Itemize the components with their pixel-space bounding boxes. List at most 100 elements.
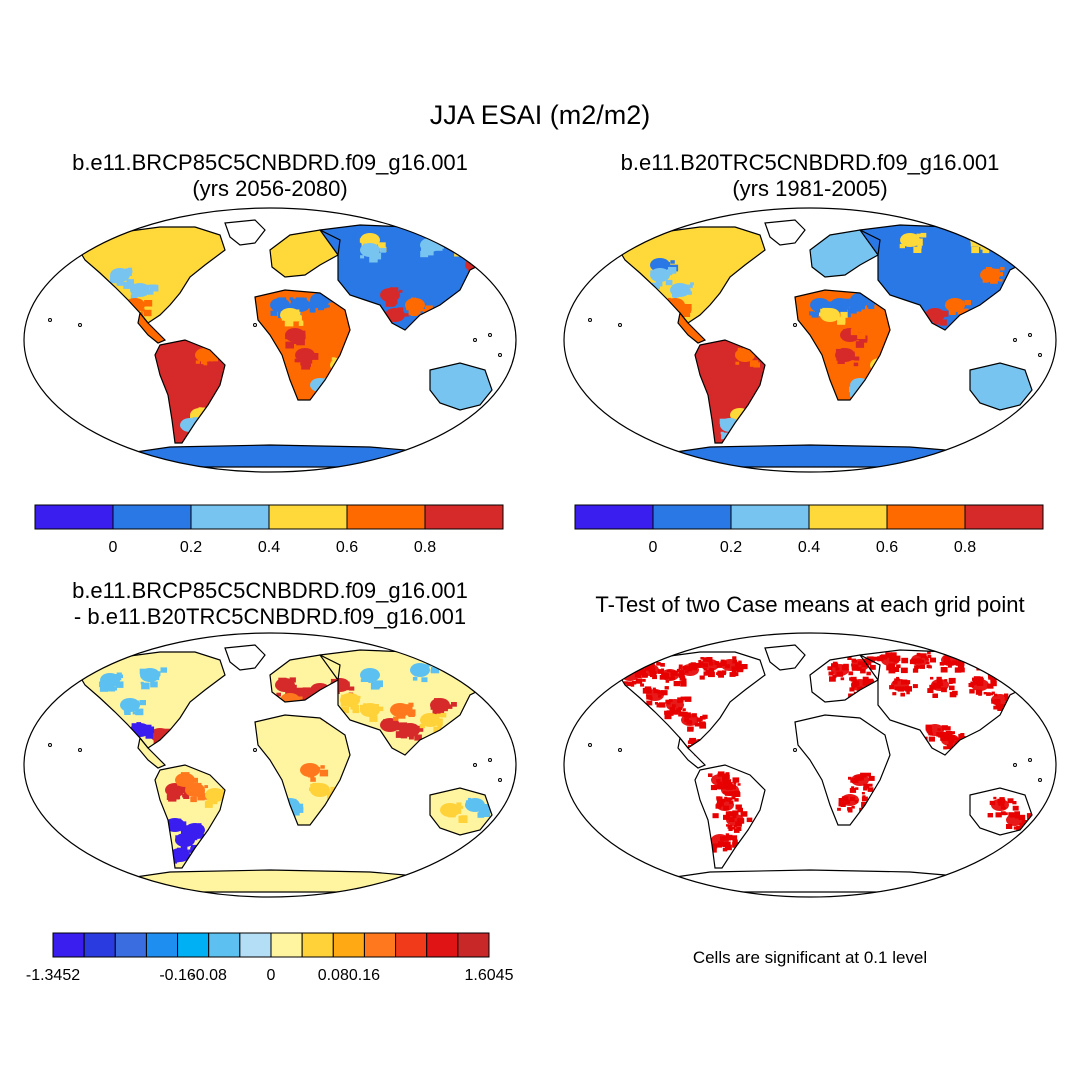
region-greenland bbox=[225, 220, 265, 245]
coastline-africa bbox=[254, 714, 351, 826]
colorbar-box bbox=[268, 504, 348, 530]
region-antarctica bbox=[90, 445, 450, 467]
colorbar-historical: 0 0.2 0.4 0.6 0.8 bbox=[574, 504, 1044, 556]
coastline-north-america bbox=[614, 226, 766, 324]
colorbar-box bbox=[395, 932, 428, 958]
colorbar-tick-label: 0.4 bbox=[798, 539, 820, 556]
panel-title-historical-line1: b.e11.B20TRC5CNBDRD.f09_g16.001 bbox=[620, 150, 1000, 175]
colorbar-tick-label: 0 bbox=[267, 967, 276, 984]
map-border bbox=[23, 632, 517, 898]
coastline-australia bbox=[429, 787, 493, 836]
colorbar-tick-label: 0.08 bbox=[318, 967, 349, 984]
region-antarctica bbox=[630, 870, 990, 892]
coastline-north-america bbox=[74, 226, 226, 324]
region-asia bbox=[860, 650, 1030, 755]
panel-title-ttest: T-Test of two Case means at each grid po… bbox=[545, 592, 1075, 618]
panel-title-difference-line1: b.e11.BRCP85C5CNBDRD.f09_g16.001 bbox=[72, 578, 468, 603]
colorbar-box bbox=[270, 932, 303, 958]
panel-title-future-line2: (yrs 2056-2080) bbox=[192, 176, 348, 201]
coastline-south-america bbox=[694, 764, 766, 869]
colorbar-tick-label: 0.6 bbox=[336, 539, 358, 556]
coastline-australia bbox=[969, 787, 1033, 836]
coastline-africa bbox=[794, 289, 891, 401]
colorbar-box bbox=[114, 932, 147, 958]
colorbar-difference: -1.3452 -0.16-0.08 0 0.08 0.16 1.6045 bbox=[26, 932, 514, 984]
region-africa bbox=[795, 290, 890, 400]
colorbar-tick-label: 0.2 bbox=[720, 539, 742, 556]
coastline-north-america bbox=[74, 651, 226, 749]
coastline-south-america bbox=[154, 764, 226, 869]
main-title: JJA ESAI (m2/m2) bbox=[429, 100, 651, 130]
colorbar-box bbox=[239, 932, 272, 958]
colorbar-box bbox=[208, 932, 241, 958]
colorbar-tick-label: 0.6 bbox=[876, 539, 898, 556]
coastline-africa bbox=[254, 289, 351, 401]
colorbar-box bbox=[426, 932, 459, 958]
region-australia bbox=[430, 363, 492, 410]
significance-note: Cells are significant at 0.1 level bbox=[692, 948, 928, 967]
colorbar-future: 0 0.2 0.4 0.6 0.8 bbox=[34, 504, 504, 556]
colorbar-tick-label: -0.08 bbox=[190, 967, 227, 984]
colorbar-tick-label: -0.16 bbox=[159, 967, 196, 984]
coastline-greenland bbox=[224, 219, 266, 246]
region-central-america bbox=[678, 313, 705, 343]
coastline-greenland bbox=[764, 219, 806, 246]
coastline-europe bbox=[269, 229, 341, 278]
colorbar-tick-label: 0.4 bbox=[258, 539, 280, 556]
panel-title-historical: b.e11.B20TRC5CNBDRD.f09_g16.001 (yrs 198… bbox=[560, 150, 1060, 202]
colorbar-tick-label: 0.8 bbox=[414, 539, 436, 556]
colorbar-tick-label: 0.2 bbox=[180, 539, 202, 556]
colorbar-box bbox=[301, 932, 334, 958]
colorbar-box bbox=[730, 504, 810, 530]
colorbar-box bbox=[574, 504, 654, 530]
colorbar-tick-label: 1.6045 bbox=[465, 967, 514, 984]
coastline-central-america bbox=[137, 736, 167, 769]
coastline-central-america bbox=[677, 736, 707, 769]
map-ttest bbox=[563, 632, 1057, 898]
map-border bbox=[23, 207, 517, 473]
coastline-south-america bbox=[154, 339, 226, 444]
region-central-america bbox=[138, 738, 165, 768]
coastline-europe bbox=[809, 229, 881, 278]
colorbar-box bbox=[190, 504, 270, 530]
coastline-north-america bbox=[614, 651, 766, 749]
colorbar-box bbox=[83, 932, 116, 958]
colorbar-box bbox=[332, 932, 365, 958]
colorbar-box bbox=[363, 932, 397, 958]
region-greenland bbox=[225, 645, 265, 670]
colorbar-tick-label: 0 bbox=[649, 539, 658, 556]
region-north-america bbox=[615, 227, 765, 323]
map-historical bbox=[563, 207, 1057, 473]
colorbar-box bbox=[424, 504, 504, 530]
colorbar-box bbox=[52, 932, 85, 958]
coastline-central-america bbox=[137, 311, 167, 344]
coastline-europe bbox=[809, 654, 881, 703]
colorbar-box bbox=[886, 504, 966, 530]
panel-title-difference-line2: - b.e11.B20TRC5CNBDRD.f09_g16.001 bbox=[73, 604, 467, 629]
map-border bbox=[563, 207, 1057, 473]
colorbar-box bbox=[145, 932, 179, 958]
coastline-south-america bbox=[694, 339, 766, 444]
region-central-america bbox=[678, 738, 705, 768]
region-antarctica bbox=[90, 870, 450, 892]
panel-title-difference: b.e11.BRCP85C5CNBDRD.f09_g16.001 - b.e11… bbox=[20, 578, 520, 630]
map-difference bbox=[23, 632, 517, 898]
coastline-africa bbox=[794, 714, 891, 826]
colorbar-tick-label: 0 bbox=[109, 539, 118, 556]
colorbar-tick-label: -1.3452 bbox=[26, 967, 80, 984]
colorbar-box bbox=[964, 504, 1044, 530]
map-border bbox=[563, 632, 1057, 898]
panel-title-future-line1: b.e11.BRCP85C5CNBDRD.f09_g16.001 bbox=[72, 150, 468, 175]
coastline-greenland bbox=[764, 644, 806, 671]
colorbar-box bbox=[34, 504, 114, 530]
coastline-australia bbox=[429, 362, 493, 411]
colorbar-box bbox=[346, 504, 426, 530]
region-greenland bbox=[765, 645, 805, 670]
colorbar-box bbox=[808, 504, 888, 530]
map-future bbox=[23, 207, 517, 473]
region-greenland bbox=[765, 220, 805, 245]
coastline-australia bbox=[969, 362, 1033, 411]
colorbar-box bbox=[112, 504, 192, 530]
coastline-central-america bbox=[677, 311, 707, 344]
panel-title-ttest-line1: T-Test of two Case means at each grid po… bbox=[595, 592, 1025, 617]
